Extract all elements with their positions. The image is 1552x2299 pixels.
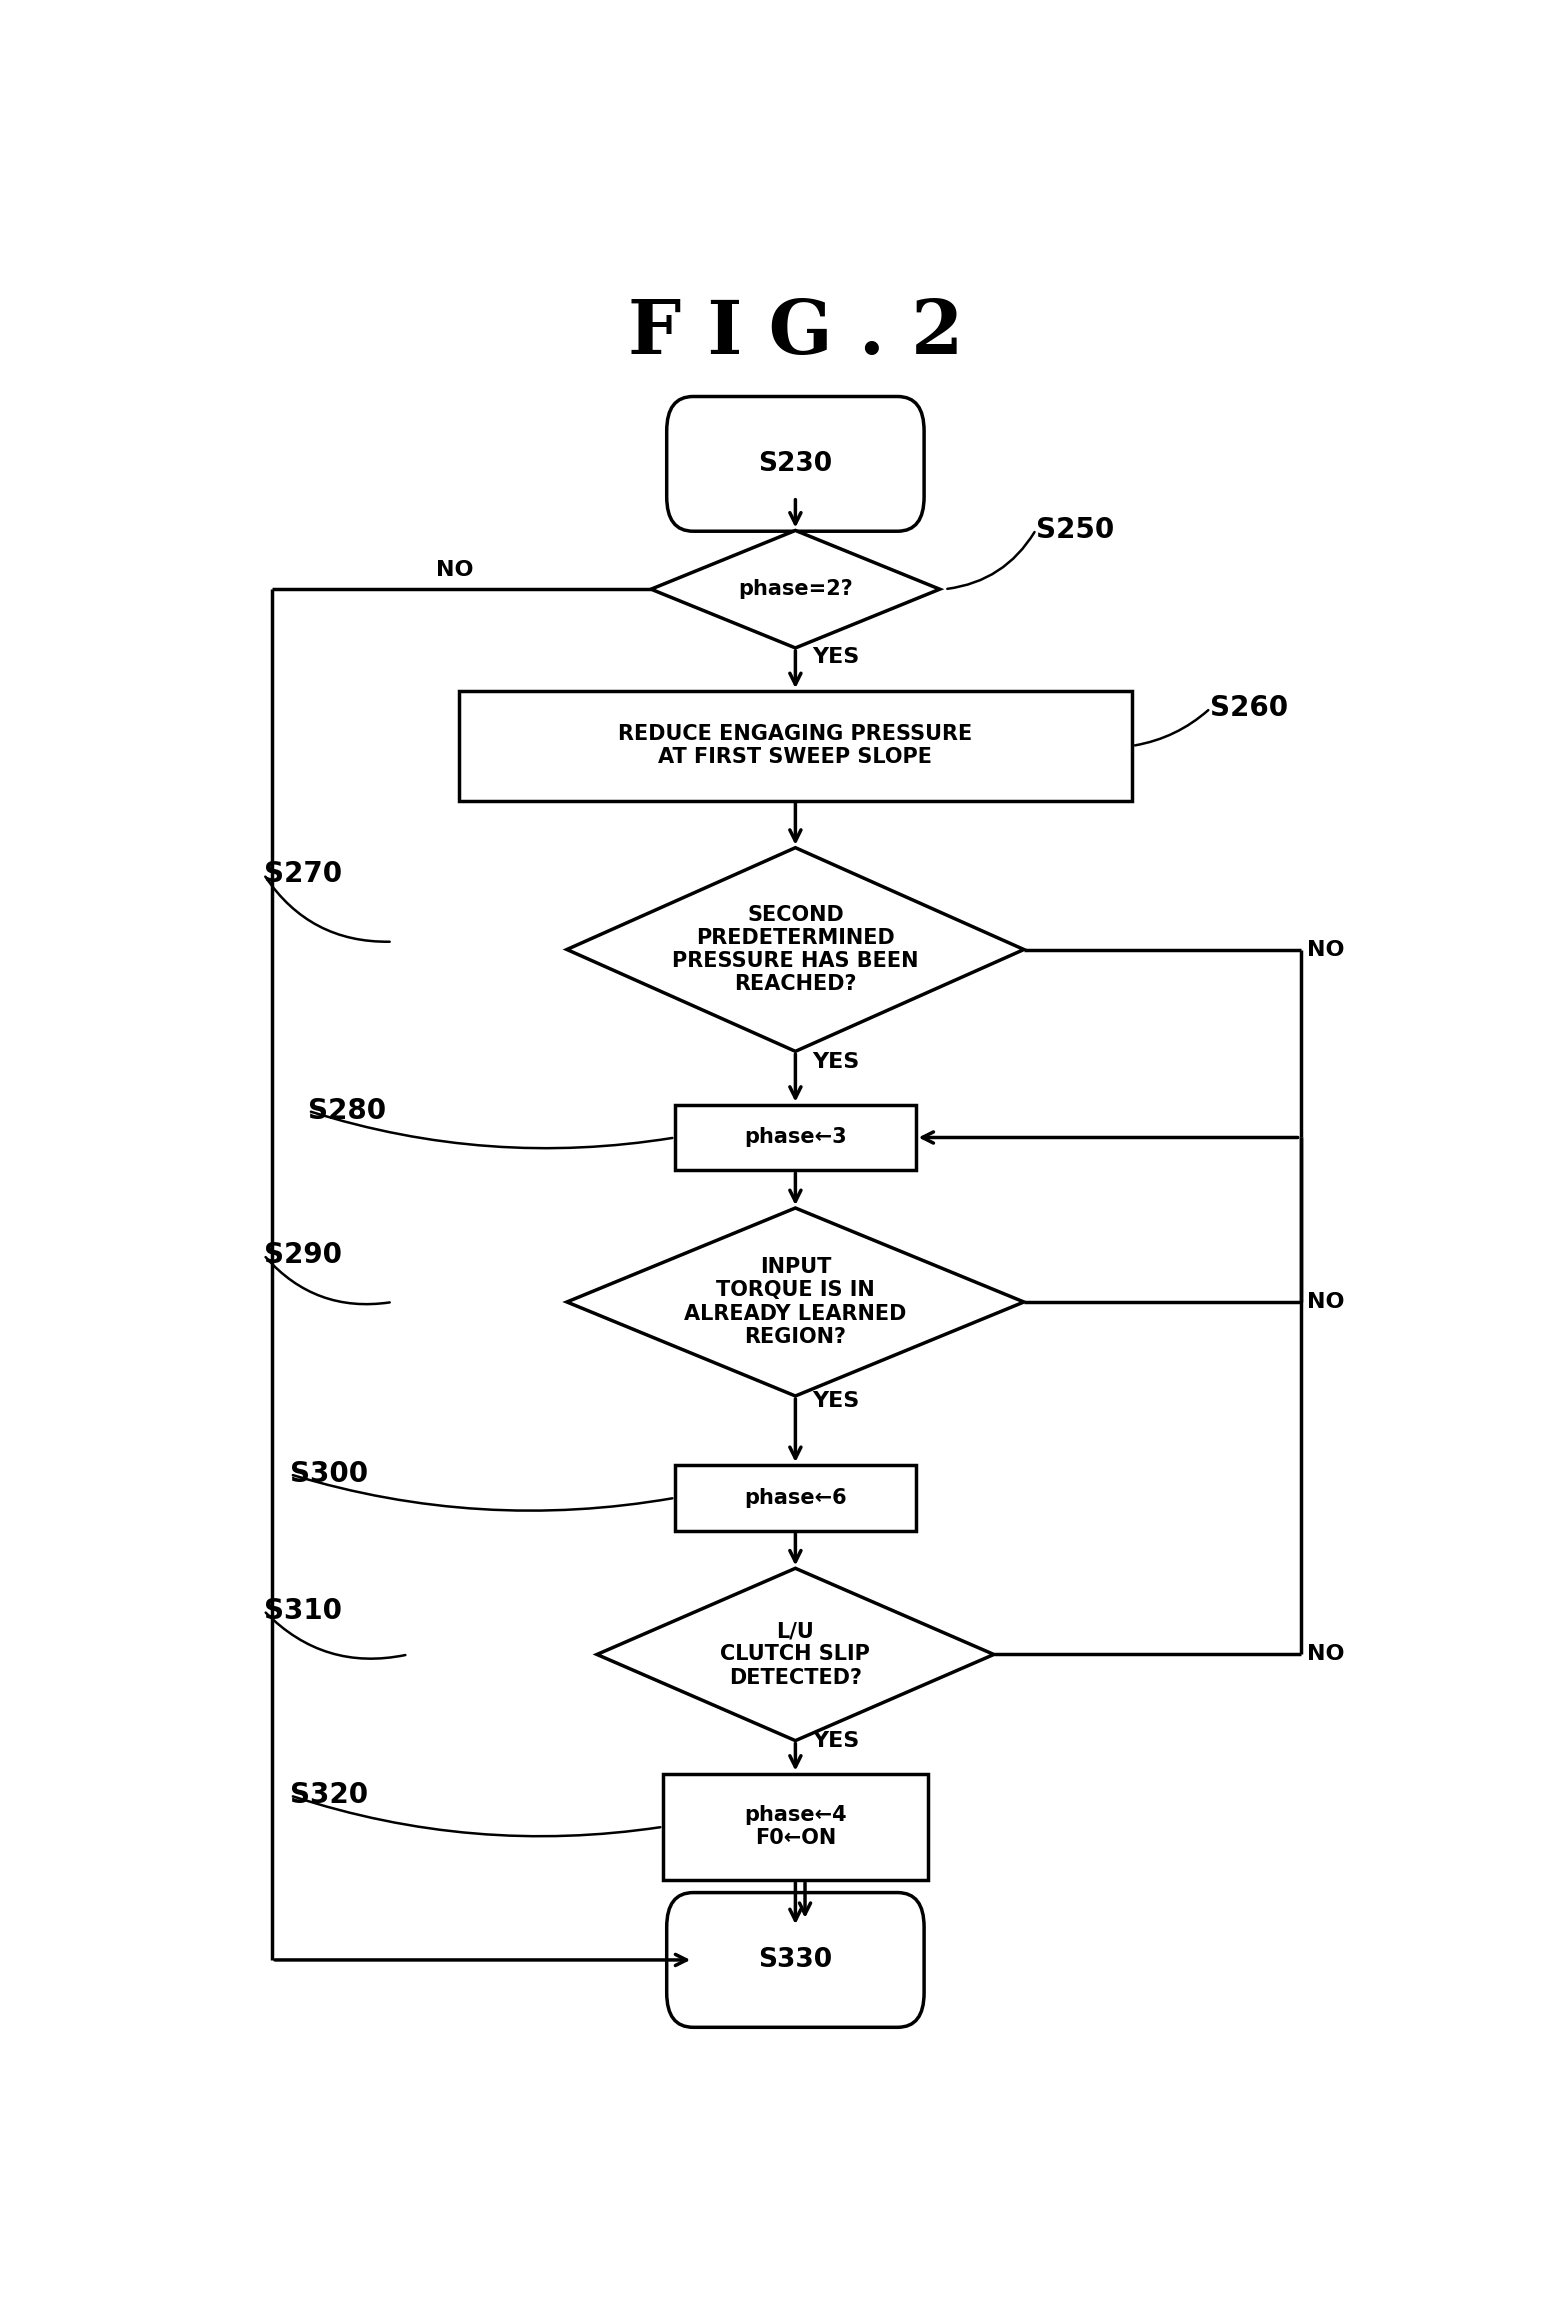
Text: F I G . 2: F I G . 2 <box>627 297 964 370</box>
Text: YES: YES <box>812 1731 860 1750</box>
Polygon shape <box>598 1568 993 1740</box>
Text: phase←6: phase←6 <box>743 1487 847 1508</box>
Text: S250: S250 <box>1037 515 1114 543</box>
Bar <box>675 1464 916 1531</box>
Bar <box>663 1773 928 1881</box>
Text: S290: S290 <box>264 1241 341 1269</box>
Bar <box>459 692 1131 800</box>
Text: L/U
CLUTCH SLIP
DETECTED?: L/U CLUTCH SLIP DETECTED? <box>720 1621 871 1687</box>
Text: S310: S310 <box>264 1596 341 1625</box>
FancyBboxPatch shape <box>667 395 923 531</box>
Polygon shape <box>566 848 1024 1051</box>
Text: S230: S230 <box>759 451 832 476</box>
Text: YES: YES <box>812 1053 860 1071</box>
Text: NO: NO <box>1307 1644 1344 1664</box>
Text: S280: S280 <box>309 1097 386 1124</box>
FancyBboxPatch shape <box>667 1892 923 2028</box>
Text: YES: YES <box>812 646 860 667</box>
Text: S300: S300 <box>290 1460 368 1487</box>
Text: S330: S330 <box>759 1947 832 1973</box>
Polygon shape <box>566 1207 1024 1395</box>
Text: INPUT
TORQUE IS IN
ALREADY LEARNED
REGION?: INPUT TORQUE IS IN ALREADY LEARNED REGIO… <box>684 1258 906 1347</box>
Text: S270: S270 <box>264 860 341 887</box>
Polygon shape <box>652 531 939 648</box>
Text: SECOND
PREDETERMINED
PRESSURE HAS BEEN
REACHED?: SECOND PREDETERMINED PRESSURE HAS BEEN R… <box>672 906 919 993</box>
Text: NO: NO <box>436 561 473 579</box>
Text: S320: S320 <box>290 1782 368 1809</box>
Text: phase←4
F0←ON: phase←4 F0←ON <box>743 1805 847 1848</box>
Text: phase=2?: phase=2? <box>739 579 852 600</box>
Bar <box>675 1104 916 1170</box>
Text: YES: YES <box>812 1391 860 1412</box>
Text: NO: NO <box>1307 1292 1344 1313</box>
Text: REDUCE ENGAGING PRESSURE
AT FIRST SWEEP SLOPE: REDUCE ENGAGING PRESSURE AT FIRST SWEEP … <box>618 724 973 768</box>
Text: S260: S260 <box>1211 694 1288 722</box>
Text: phase←3: phase←3 <box>743 1127 847 1147</box>
Text: NO: NO <box>1307 940 1344 959</box>
